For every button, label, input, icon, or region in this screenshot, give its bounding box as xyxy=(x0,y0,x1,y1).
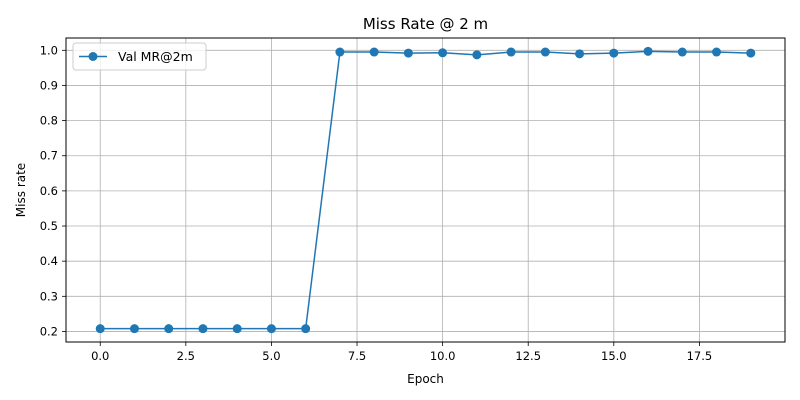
series-line xyxy=(100,50,751,330)
data-point xyxy=(369,47,379,57)
x-tick-label: 5.0 xyxy=(262,349,280,363)
y-axis-label: Miss rate xyxy=(14,163,28,217)
y-tick-label: 0.6 xyxy=(40,184,58,198)
data-point xyxy=(403,48,413,58)
data-point xyxy=(335,47,345,57)
y-tick-label: 1.0 xyxy=(40,43,58,57)
data-point xyxy=(575,49,585,59)
y-tick-label: 0.4 xyxy=(40,254,58,268)
data-point xyxy=(301,324,311,334)
data-point xyxy=(540,47,550,57)
grid-lines xyxy=(66,38,785,342)
x-tick-label: 12.5 xyxy=(515,349,541,363)
data-point xyxy=(746,48,756,58)
legend-box xyxy=(72,42,207,71)
y-tick-label: 0.3 xyxy=(40,289,58,303)
chart-title: Miss Rate @ 2 m xyxy=(363,15,488,33)
y-tick-label: 0.7 xyxy=(40,149,58,163)
legend: Val MR@2m xyxy=(72,42,207,71)
data-point xyxy=(232,324,242,334)
data-point xyxy=(129,324,139,334)
legend-label: Val MR@2m xyxy=(118,49,193,64)
data-point xyxy=(609,48,619,58)
y-tick-label: 0.5 xyxy=(40,219,58,233)
data-point xyxy=(643,46,653,56)
data-point xyxy=(472,50,482,60)
data-point xyxy=(95,324,105,334)
data-point xyxy=(712,47,722,57)
axis-ticks: 0.0 2.5 5.0 7.5 10.0 12.5 15.0 17.5 0.2 0.3 0.4 0.5… xyxy=(40,43,713,363)
data-point xyxy=(506,47,516,57)
x-tick-label: 15.0 xyxy=(601,349,627,363)
x-tick-label: 2.5 xyxy=(177,349,195,363)
x-tick-label: 10.0 xyxy=(430,349,456,363)
x-tick-label: 0.0 xyxy=(91,349,109,363)
x-tick-label: 7.5 xyxy=(348,349,366,363)
x-tick-label: 17.5 xyxy=(687,349,713,363)
y-tick-label: 0.2 xyxy=(40,324,58,338)
x-axis-label: Epoch xyxy=(407,372,444,386)
series-layer xyxy=(95,46,756,334)
data-point xyxy=(438,48,448,58)
data-point xyxy=(164,324,174,334)
plot-area-frame xyxy=(65,37,786,343)
data-point xyxy=(198,324,208,334)
legend-marker-swatch xyxy=(88,52,98,61)
y-tick-label: 0.9 xyxy=(40,78,58,92)
y-tick-label: 0.8 xyxy=(40,114,58,128)
data-point xyxy=(677,47,687,57)
data-point xyxy=(266,324,276,334)
